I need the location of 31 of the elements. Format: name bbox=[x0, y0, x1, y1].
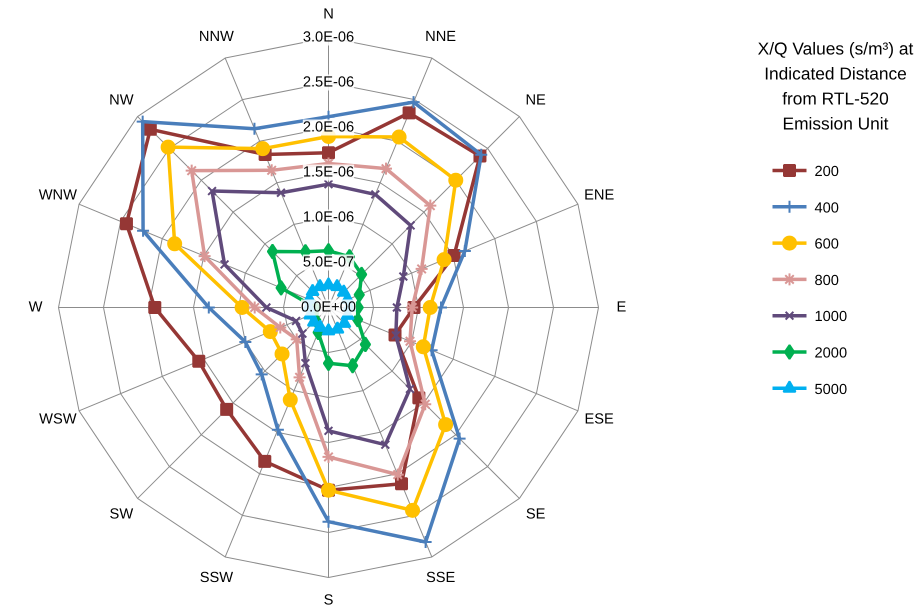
spoke-label: WSW bbox=[39, 412, 77, 428]
spoke-label: ENE bbox=[584, 187, 614, 204]
spoke-label: SSE bbox=[426, 570, 456, 586]
y-tick-label: 5.0E-07 bbox=[302, 254, 354, 270]
y-tick-label: 1.0E-06 bbox=[302, 210, 354, 226]
legend-label: 1000 bbox=[814, 309, 848, 326]
spoke-label: E bbox=[616, 300, 627, 316]
spoke-label: NE bbox=[525, 92, 546, 108]
y-tick-label: 2.5E-06 bbox=[302, 74, 354, 90]
spoke-label: ESE bbox=[584, 412, 614, 428]
text: X/Q Values (s/m³) at Indicated Distance from RTL-520 Emission Unit bbox=[758, 38, 914, 134]
spoke-label: SSW bbox=[200, 570, 234, 586]
spoke-label: NW bbox=[109, 92, 134, 108]
legend-label: 800 bbox=[814, 272, 839, 289]
y-tick-label: 3.0E-06 bbox=[302, 30, 354, 46]
y-tick-label: 0.0E+00 bbox=[300, 300, 356, 316]
y-tick-label: 2.0E-06 bbox=[302, 120, 354, 136]
spoke-label: SE bbox=[526, 506, 546, 523]
spoke-label: N bbox=[323, 6, 334, 23]
spoke-label: W bbox=[28, 300, 43, 316]
spoke-label: S bbox=[324, 592, 334, 608]
spoke-label: WNW bbox=[38, 187, 78, 204]
legend-label: 2000 bbox=[814, 346, 848, 362]
spoke-label: SW bbox=[110, 506, 134, 523]
legend-label: 600 bbox=[814, 236, 839, 253]
legend-label: 5000 bbox=[814, 382, 848, 398]
legend-label: 200 bbox=[814, 164, 839, 180]
y-tick-label: 1.5E-06 bbox=[302, 164, 354, 180]
legend-label: 400 bbox=[814, 200, 839, 216]
spoke-label: NNE bbox=[425, 28, 456, 45]
spoke-label: NNW bbox=[198, 28, 234, 45]
